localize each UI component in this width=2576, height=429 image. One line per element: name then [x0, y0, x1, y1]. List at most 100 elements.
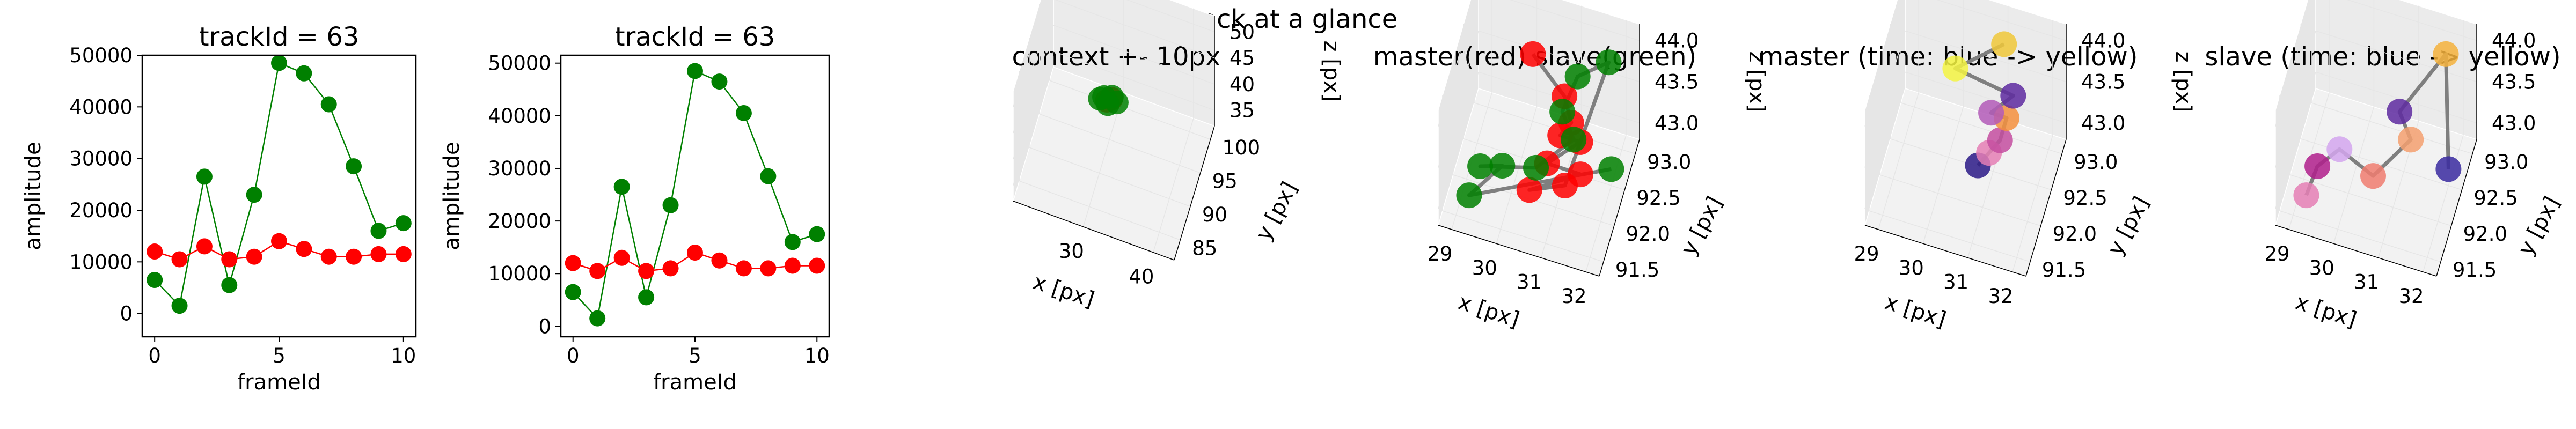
y-tick-label: 30000: [69, 147, 133, 171]
z-tick-label: 40: [1230, 73, 1255, 96]
data-point: [171, 298, 188, 314]
x-grid-line: [2333, 107, 2375, 244]
data-point: [1598, 156, 1624, 182]
y-tick-label: 100: [1223, 136, 1261, 159]
data-point: [1523, 154, 1549, 181]
side-pane: [1438, 0, 1479, 226]
data-point: [735, 105, 752, 121]
data-point: [1561, 127, 1587, 153]
chart-title: trackId = 63: [615, 22, 775, 52]
y-axis-line: [2436, 139, 2477, 277]
data-point: [589, 310, 606, 327]
x-tick-label: 30: [1899, 256, 1924, 279]
data-point: [613, 249, 630, 266]
x-tick-label: 32: [2398, 285, 2424, 308]
data-point: [320, 248, 337, 265]
data-point: [687, 63, 703, 79]
z-grid-line: [1013, 25, 1054, 160]
data-point: [735, 260, 752, 277]
y-tick-label: 30000: [488, 157, 551, 180]
amplitude-panel-2: trackId = 63 0 5 10 0 10000 20000 30000 40000 500…: [440, 22, 830, 395]
data-point: [760, 260, 777, 277]
side-pane: [1864, 0, 1906, 226]
y-axis-label: y [px]: [1251, 178, 1302, 245]
y-tick-label: 92.0: [2053, 223, 2097, 246]
data-point: [296, 241, 312, 257]
data-point: [271, 55, 287, 71]
data-point: [711, 73, 728, 90]
data-point: [221, 277, 238, 293]
z-grid-line: [1013, 0, 1054, 134]
x-grid-line: [1585, 135, 1627, 272]
data-point: [662, 260, 679, 277]
x-tick-label: 0: [148, 344, 161, 367]
context-3d-panel: context +- 10px 30 40 85 90 95 100 35 40 45 50 x [p…: [1012, 0, 1344, 313]
data-point: [1456, 182, 1482, 209]
y-grid-line: [1442, 210, 1604, 262]
z-grid-line: [1510, 0, 1640, 41]
chart-title: context +- 10px: [1012, 42, 1221, 72]
y-tick-label: 0: [538, 315, 551, 338]
y-tick-label: 91.5: [1615, 258, 1659, 282]
z-grid-line: [1905, 71, 2067, 124]
data-point: [2000, 83, 2026, 109]
y-grid-line: [1029, 147, 1191, 207]
x-tick-label: 32: [1561, 285, 1586, 308]
x-axis-label: frameId: [237, 370, 321, 395]
y-grid-line: [2290, 174, 2451, 226]
z-tick-label: 35: [1230, 99, 1255, 122]
x-axis-label: x [px]: [1455, 290, 1522, 332]
y-tick-label: 93.0: [2484, 151, 2528, 174]
x-axis-line: [1013, 201, 1175, 261]
z-grid-line: [2275, 0, 2314, 127]
data-point: [1564, 63, 1591, 90]
series-line: [154, 62, 404, 307]
z-tick-label: 44.0: [2492, 29, 2536, 53]
z-tick-label: 45: [1230, 47, 1255, 70]
x-axis-line: [1864, 225, 2026, 277]
z-axis-label: z [px]: [2171, 51, 2196, 113]
data-point: [296, 65, 312, 82]
y-tick-label: 93.0: [1647, 151, 1691, 174]
data-point: [613, 179, 630, 195]
data-point: [395, 215, 412, 232]
y-grid-line: [2279, 210, 2441, 262]
z-grid-line: [1438, 31, 1479, 168]
z-grid-line: [1438, 72, 1479, 209]
x-grid-line: [1878, 92, 1919, 230]
z-tick-label: 43.5: [2081, 71, 2125, 94]
master-slave-3d-panel: master(red) slave(green)2930313291.592.0…: [1373, 0, 1769, 332]
x-grid-line: [1922, 107, 1964, 244]
data-point: [662, 197, 679, 213]
y-tick-label: 0: [120, 302, 133, 326]
data-point: [809, 257, 825, 274]
y-axis-label: y [px]: [1676, 193, 1727, 260]
z-tick-label: 44.0: [1655, 29, 1699, 53]
x-axis-label: x [px]: [1030, 270, 1097, 313]
y-axis-label: amplitude: [21, 142, 46, 250]
z-grid-line: [1438, 0, 1476, 127]
x-grid-line: [1082, 92, 1124, 227]
side-pane: [2275, 0, 2316, 226]
y-tick-label: 85: [1192, 237, 1217, 260]
data-point: [171, 251, 188, 268]
chart-title: trackId = 63: [199, 22, 360, 52]
data-point: [147, 243, 163, 260]
data-point: [784, 257, 801, 274]
z-axis-label: z [px]: [1744, 51, 1769, 113]
data-point: [1991, 31, 2017, 57]
z-grid-line: [1013, 0, 1046, 107]
x-tick-label: 29: [2264, 242, 2289, 265]
data-point: [2293, 182, 2319, 209]
y-tick-label: 91.5: [2453, 258, 2497, 282]
y-grid-line: [2311, 102, 2473, 154]
z-grid-line: [1053, 25, 1215, 85]
data-point: [589, 263, 606, 279]
y-axis-line: [1599, 139, 1640, 277]
y-tick-label: 10000: [488, 262, 551, 285]
data-point: [246, 187, 262, 203]
y-tick-label: 40000: [488, 105, 551, 128]
y-tick-label: 91.5: [2042, 258, 2086, 282]
y-grid-line: [1900, 102, 2062, 154]
